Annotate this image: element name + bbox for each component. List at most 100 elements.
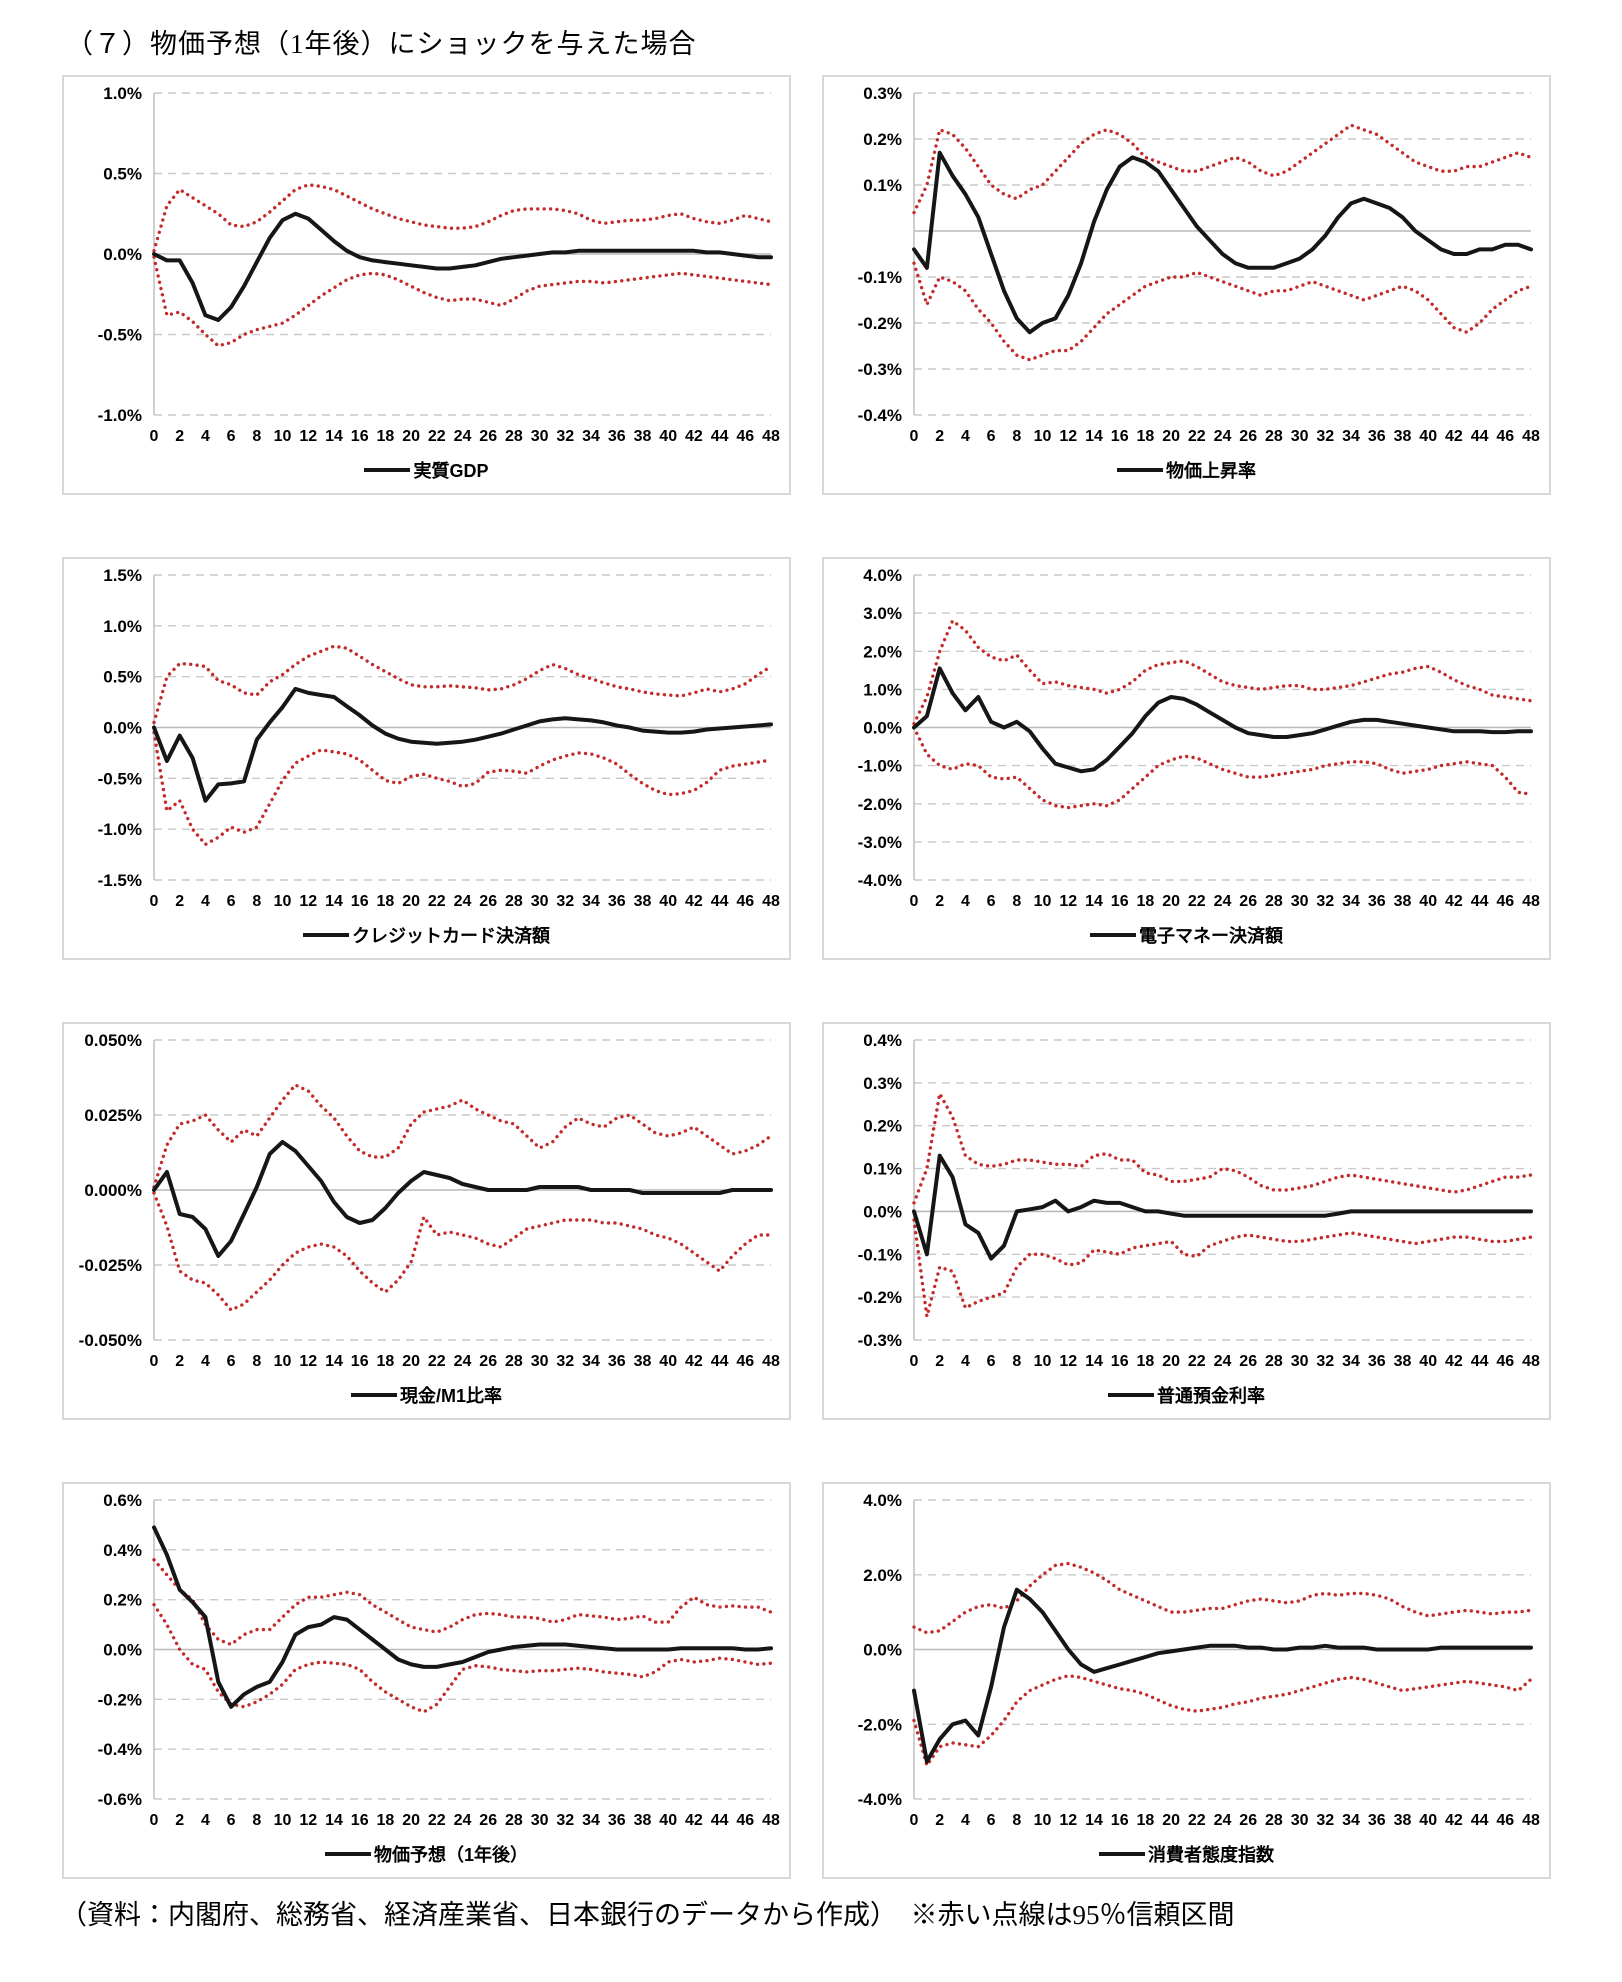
svg-text:18: 18: [377, 428, 395, 445]
svg-text:38: 38: [634, 893, 652, 910]
svg-text:14: 14: [1085, 1812, 1103, 1829]
svg-text:2: 2: [175, 1353, 184, 1370]
svg-text:26: 26: [1239, 893, 1257, 910]
legend-label: 消費者態度指数: [1148, 1845, 1274, 1865]
svg-text:30: 30: [1291, 1812, 1309, 1829]
svg-text:-2.0%: -2.0%: [858, 795, 902, 814]
svg-text:0.4%: 0.4%: [863, 1031, 902, 1050]
legend-label: 普通預金利率: [1157, 1386, 1265, 1406]
svg-text:-0.050%: -0.050%: [79, 1331, 142, 1350]
svg-text:-0.3%: -0.3%: [858, 360, 902, 379]
svg-text:10: 10: [1034, 1353, 1052, 1370]
svg-text:18: 18: [1137, 1353, 1155, 1370]
svg-text:44: 44: [1471, 1353, 1489, 1370]
svg-text:48: 48: [762, 428, 780, 445]
svg-text:28: 28: [505, 428, 523, 445]
svg-text:36: 36: [1368, 1812, 1386, 1829]
svg-text:32: 32: [556, 893, 574, 910]
svg-text:18: 18: [1137, 428, 1155, 445]
irf-plot-ordinary-deposit-rate: 0.4%0.3%0.2%0.1%0.0%-0.1%-0.2%-0.3%0 2 4 6 8…: [858, 1031, 1540, 1370]
svg-text:26: 26: [1239, 1353, 1257, 1370]
svg-text:4: 4: [961, 1812, 970, 1829]
svg-text:-1.0%: -1.0%: [858, 757, 902, 776]
svg-text:10: 10: [274, 1812, 292, 1829]
svg-text:24: 24: [1214, 1353, 1232, 1370]
svg-text:20: 20: [1162, 428, 1180, 445]
svg-text:-0.5%: -0.5%: [98, 769, 142, 788]
chart-panel-real-gdp: 1.0% 0.5% 0.0% -0.5% -1.0% 0 2 4 6 8 10 12 14 16 18 20 2…: [62, 75, 791, 495]
svg-text:18: 18: [377, 1353, 395, 1370]
irf-plot-real-gdp: 1.0%0.5%0.0%-0.5%-1.0%0 2 4 6 8 10 12 14 16 18 20 2…: [98, 84, 780, 445]
svg-text:-3.0%: -3.0%: [858, 833, 902, 852]
svg-text:0: 0: [150, 1812, 159, 1829]
svg-text:6: 6: [227, 893, 236, 910]
svg-text:48: 48: [1522, 893, 1540, 910]
svg-text:12: 12: [299, 1353, 317, 1370]
svg-text:6: 6: [987, 1812, 996, 1829]
legend-line-swatch: [350, 1393, 397, 1397]
svg-text:20: 20: [1162, 893, 1180, 910]
svg-text:34: 34: [582, 1812, 600, 1829]
svg-text:36: 36: [608, 1353, 626, 1370]
svg-text:30: 30: [531, 893, 549, 910]
svg-text:0.0%: 0.0%: [863, 719, 902, 738]
svg-text:-0.4%: -0.4%: [98, 1740, 142, 1759]
svg-text:28: 28: [1265, 893, 1283, 910]
irf-plot-inflation-expectations-1y: 0.6%0.4%0.2%0.0%-0.2%-0.4%-0.6%0 2 4 6 8 10 12…: [98, 1491, 780, 1829]
svg-text:38: 38: [1394, 1812, 1412, 1829]
svg-text:2: 2: [935, 1812, 944, 1829]
svg-text:26: 26: [479, 1812, 497, 1829]
svg-text:12: 12: [1059, 893, 1077, 910]
svg-text:30: 30: [531, 428, 549, 445]
svg-text:44: 44: [711, 428, 729, 445]
svg-text:16: 16: [351, 428, 369, 445]
svg-text:0.0%: 0.0%: [863, 1641, 902, 1660]
svg-text:0: 0: [910, 1812, 919, 1829]
svg-text:38: 38: [1394, 428, 1412, 445]
svg-text:-0.2%: -0.2%: [858, 314, 902, 333]
svg-text:8: 8: [252, 893, 261, 910]
svg-text:40: 40: [1419, 428, 1437, 445]
chart-panel-inflation-rate: 0.3% 0.2% 0.1% -0.1% -0.2% -0.3% -0.4% 0 2 4 6 8 10 1…: [822, 75, 1551, 495]
legend-line-swatch: [1108, 1393, 1154, 1397]
svg-text:46: 46: [736, 893, 754, 910]
svg-text:1.5%: 1.5%: [103, 566, 142, 585]
svg-text:-0.2%: -0.2%: [98, 1690, 142, 1709]
irf-plot-cash-m1-ratio: 0.050%0.025%0.000%-0.025%-0.050%0 2 4 6 8 10 1…: [79, 1031, 780, 1370]
svg-text:38: 38: [1394, 893, 1412, 910]
svg-text:4: 4: [961, 428, 970, 445]
svg-text:36: 36: [608, 893, 626, 910]
svg-text:36: 36: [1368, 428, 1386, 445]
svg-text:48: 48: [762, 893, 780, 910]
svg-text:22: 22: [1188, 893, 1206, 910]
svg-text:36: 36: [608, 1812, 626, 1829]
svg-text:18: 18: [377, 1812, 395, 1829]
svg-text:0.1%: 0.1%: [863, 1160, 902, 1179]
svg-text:20: 20: [402, 893, 420, 910]
svg-text:36: 36: [608, 428, 626, 445]
chart-panel-inflation-expectations-1y: 0.6% 0.4% 0.2% 0.0% -0.2% -0.4% -0.6% 0 2 4 6 8 10 12…: [62, 1482, 791, 1879]
svg-text:28: 28: [1265, 1812, 1283, 1829]
svg-text:46: 46: [736, 1812, 754, 1829]
svg-text:34: 34: [1342, 1812, 1360, 1829]
svg-text:16: 16: [351, 893, 369, 910]
svg-text:-4.0%: -4.0%: [858, 871, 902, 890]
svg-text:22: 22: [1188, 1353, 1206, 1370]
svg-text:28: 28: [505, 1353, 523, 1370]
svg-text:0.2%: 0.2%: [863, 1117, 902, 1136]
svg-text:44: 44: [711, 893, 729, 910]
svg-text:30: 30: [531, 1353, 549, 1370]
chart-legend: 電子マネー決済額: [826, 916, 1547, 954]
svg-text:26: 26: [479, 893, 497, 910]
svg-text:10: 10: [274, 1353, 292, 1370]
irf-plot-e-money-payments: 4.0% 3.0% 2.0% 1.0% 0.0% -1.0% -2.0% -3.0% -4.0%…: [858, 566, 1540, 910]
svg-text:40: 40: [659, 428, 677, 445]
svg-text:-0.1%: -0.1%: [858, 268, 902, 287]
svg-text:46: 46: [1496, 428, 1514, 445]
svg-text:8: 8: [252, 1812, 261, 1829]
svg-text:8: 8: [1012, 1812, 1021, 1829]
chart-panel-ordinary-deposit-rate: 0.4% 0.3% 0.2% 0.1% 0.0% -0.1% -0.2% -0.3% 0 2 4 6 8…: [822, 1022, 1551, 1420]
svg-text:32: 32: [556, 428, 574, 445]
svg-text:10: 10: [1034, 428, 1052, 445]
